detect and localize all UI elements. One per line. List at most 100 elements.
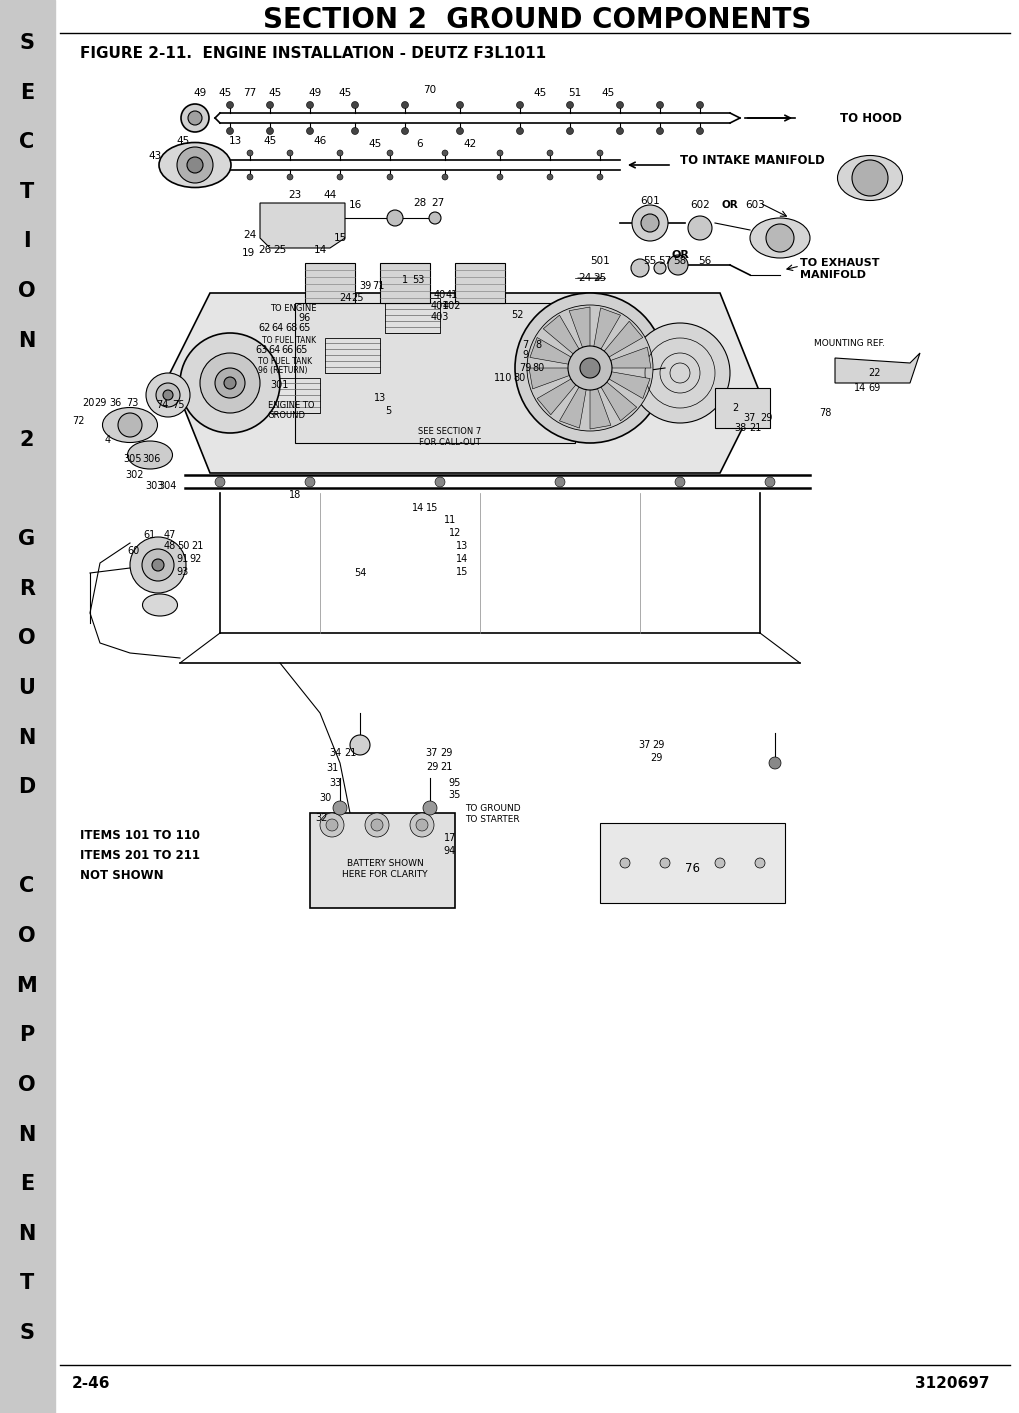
Text: 110: 110: [493, 373, 512, 383]
Text: 72: 72: [71, 415, 85, 425]
Text: 71: 71: [372, 281, 384, 291]
Text: 1: 1: [401, 276, 408, 285]
Text: SECTION 2  GROUND COMPONENTS: SECTION 2 GROUND COMPONENTS: [263, 6, 810, 34]
Circle shape: [247, 174, 253, 179]
Circle shape: [305, 478, 315, 487]
Circle shape: [336, 174, 342, 179]
Ellipse shape: [837, 155, 902, 201]
Text: FOR CALL-OUT: FOR CALL-OUT: [419, 438, 480, 447]
Text: 35: 35: [448, 790, 461, 800]
Text: HERE FOR CLARITY: HERE FOR CLARITY: [341, 869, 427, 879]
Text: 8: 8: [534, 341, 540, 350]
Text: GROUND: GROUND: [268, 411, 306, 420]
Polygon shape: [593, 308, 620, 349]
Polygon shape: [835, 353, 919, 383]
Circle shape: [332, 801, 346, 815]
Text: 603: 603: [745, 201, 764, 211]
Text: 305: 305: [123, 454, 142, 463]
Text: 46: 46: [313, 136, 326, 146]
Text: 66: 66: [281, 345, 293, 355]
Text: 39: 39: [359, 281, 371, 291]
Text: 54: 54: [354, 568, 366, 578]
Circle shape: [696, 127, 703, 134]
Text: 14: 14: [313, 244, 326, 254]
Circle shape: [429, 212, 440, 225]
Circle shape: [568, 346, 611, 390]
Text: 76: 76: [685, 862, 700, 875]
Text: TO INTAKE MANIFOLD: TO INTAKE MANIFOLD: [680, 154, 824, 167]
Text: 401: 401: [430, 301, 448, 311]
Text: 17: 17: [443, 834, 455, 844]
Polygon shape: [559, 387, 586, 428]
Circle shape: [764, 478, 774, 487]
Text: 2: 2: [19, 430, 35, 449]
Text: 601: 601: [640, 196, 659, 206]
Text: 7: 7: [522, 341, 528, 350]
Text: 80: 80: [532, 363, 544, 373]
Text: 45: 45: [533, 88, 546, 97]
Polygon shape: [260, 203, 344, 249]
Text: ENGINE TO: ENGINE TO: [268, 400, 314, 410]
Bar: [0, 0, 55, 1413]
Circle shape: [187, 112, 202, 124]
Circle shape: [630, 324, 730, 422]
Text: O: O: [18, 629, 36, 649]
Text: 96 (RETURN): 96 (RETURN): [258, 366, 307, 374]
Bar: [265, 379, 320, 413]
Circle shape: [596, 174, 602, 179]
Text: 25: 25: [273, 244, 286, 254]
Text: 24: 24: [578, 273, 591, 283]
Text: TO ENGINE: TO ENGINE: [270, 304, 316, 312]
Polygon shape: [569, 307, 589, 348]
Text: 2: 2: [732, 403, 738, 413]
Text: 45: 45: [268, 88, 281, 97]
Text: 40: 40: [433, 290, 445, 300]
Circle shape: [152, 560, 164, 571]
Circle shape: [714, 858, 725, 868]
Text: 306: 306: [143, 454, 161, 463]
Text: 37: 37: [638, 740, 650, 750]
Text: P: P: [19, 1026, 35, 1046]
Circle shape: [177, 147, 213, 184]
Text: 93: 93: [176, 567, 189, 577]
Bar: [714, 389, 769, 428]
Circle shape: [118, 413, 142, 437]
Circle shape: [401, 102, 408, 109]
Text: 21: 21: [439, 762, 451, 771]
Circle shape: [226, 127, 233, 134]
Bar: [599, 822, 785, 903]
Text: I: I: [23, 232, 31, 252]
Polygon shape: [537, 379, 576, 415]
Bar: [380, 263, 430, 302]
Circle shape: [371, 820, 382, 831]
Text: 29: 29: [425, 762, 438, 771]
Text: 77: 77: [244, 88, 257, 97]
Text: N: N: [18, 331, 36, 350]
Text: 70: 70: [423, 85, 436, 95]
Circle shape: [306, 102, 313, 109]
Text: 29: 29: [439, 747, 451, 757]
Text: 78: 78: [818, 408, 830, 418]
Text: 15: 15: [455, 567, 468, 577]
Circle shape: [286, 174, 292, 179]
Circle shape: [179, 333, 280, 432]
Circle shape: [675, 478, 685, 487]
Text: U: U: [18, 678, 36, 698]
Text: 63: 63: [256, 345, 268, 355]
Text: 18: 18: [288, 490, 301, 500]
Text: 29: 29: [651, 740, 663, 750]
Text: 2-46: 2-46: [72, 1375, 110, 1390]
Circle shape: [434, 478, 444, 487]
Polygon shape: [600, 382, 636, 421]
Text: 21: 21: [191, 541, 203, 551]
Text: C: C: [19, 133, 35, 153]
Text: 49: 49: [308, 88, 321, 97]
Text: 45: 45: [263, 136, 276, 146]
Circle shape: [156, 383, 179, 407]
Text: 23: 23: [288, 189, 302, 201]
Circle shape: [667, 254, 688, 276]
Circle shape: [566, 102, 573, 109]
Text: NOT SHOWN: NOT SHOWN: [79, 869, 163, 882]
Circle shape: [266, 102, 273, 109]
Text: E: E: [19, 82, 34, 103]
